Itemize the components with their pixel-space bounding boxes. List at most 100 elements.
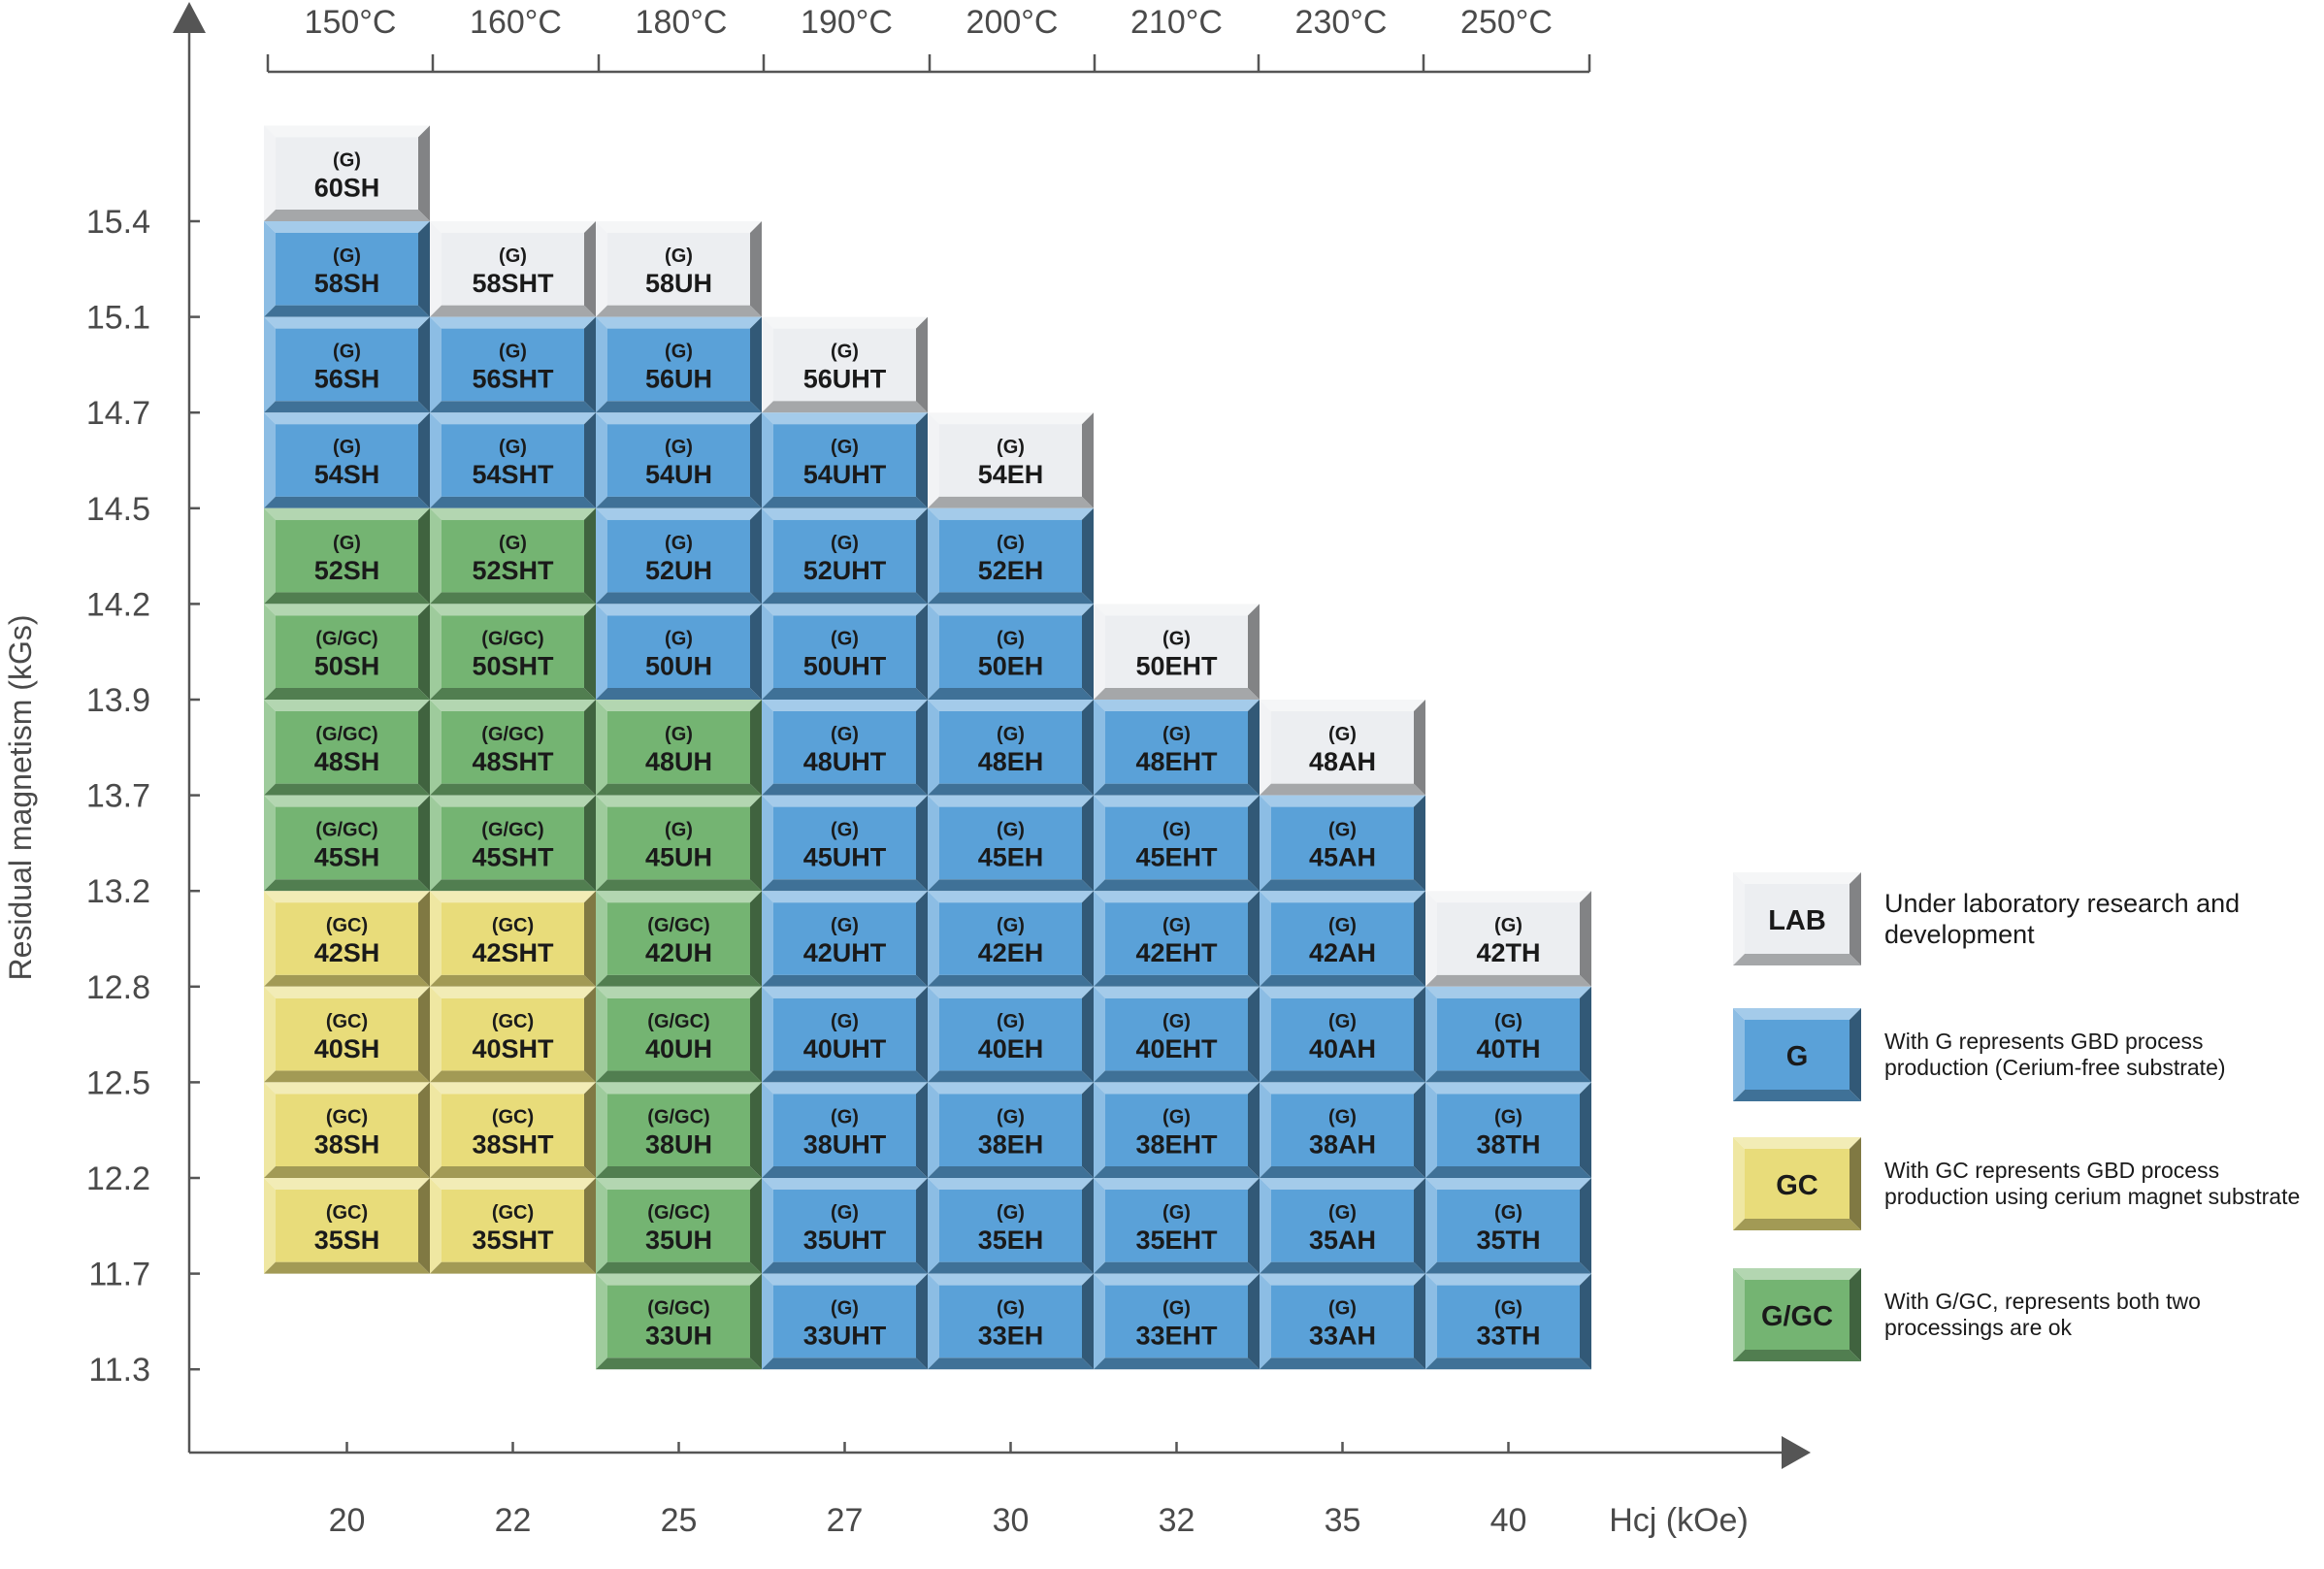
x-tick-label: 40 (1490, 1502, 1527, 1539)
block-face (773, 328, 916, 402)
grade-label: 38TH (1476, 1129, 1540, 1159)
block-bevel-right (584, 412, 596, 508)
block-bevel-top (596, 891, 762, 903)
grade-label: 40UHT (803, 1034, 887, 1063)
block-bevel-bottom (430, 1166, 596, 1178)
grade-process-label: (G) (1494, 915, 1522, 936)
grade-cell-40eh: (G)40EH (928, 986, 1094, 1083)
block-bevel-bottom (264, 592, 430, 605)
grade-cell-60sh: (G)60SH (264, 125, 430, 221)
block-bevel-right (418, 1082, 430, 1178)
block-bevel-right (1248, 700, 1260, 796)
block-face (773, 1190, 916, 1262)
block-bevel-right (750, 891, 762, 987)
block-face (276, 1094, 418, 1166)
legend-description-line: production using cerium magnet substrate (1884, 1184, 2300, 1209)
legend: LAB Under laboratory research anddevelopm… (1733, 872, 2300, 1361)
grade-cell-38th: (G)38TH (1425, 1082, 1591, 1178)
block-bevel-bottom (928, 974, 1094, 987)
grade-cell-48ah: (G)48AH (1260, 700, 1425, 796)
block-bevel-bottom (762, 1166, 928, 1178)
block-bevel-left (928, 1178, 939, 1274)
block-bevel-left (928, 700, 939, 796)
block-bevel-bottom (1094, 1357, 1260, 1370)
block-bevel-bottom (928, 879, 1094, 892)
grade-cell-48sh: (G/GC)48SH (264, 700, 430, 796)
grade-process-label: (G) (1162, 1106, 1191, 1128)
block-bevel-left (762, 604, 773, 700)
grade-cell-56uht: (G)56UHT (762, 316, 928, 413)
grade-cell-40th: (G)40TH (1425, 986, 1591, 1083)
grade-process-label: (G) (1162, 1298, 1191, 1320)
block-bevel-top (264, 412, 430, 425)
grade-label: 40SH (314, 1034, 380, 1063)
temperature-label: 180°C (636, 4, 728, 41)
grade-cell-54sh: (G)54SH (264, 412, 430, 508)
legend-description-line: Under laboratory research and (1884, 889, 2240, 918)
block-bevel-right (750, 986, 762, 1083)
block-bevel-right (418, 795, 430, 892)
block-bevel-top (928, 412, 1094, 425)
block-bevel-right (916, 1178, 928, 1274)
block-bevel-right (916, 507, 928, 605)
block-bevel-top (430, 891, 596, 903)
grade-cell-35sht: (GC)35SHT (430, 1178, 596, 1274)
block-bevel-right (1082, 604, 1094, 700)
block-bevel-bottom (264, 496, 430, 508)
block-face (607, 615, 750, 688)
grade-label: 42EHT (1135, 938, 1218, 967)
block-face (773, 1094, 916, 1166)
block-bevel-right (1414, 891, 1425, 987)
grade-process-label: (G) (997, 915, 1025, 936)
block-bevel-left (1094, 795, 1105, 892)
block-face (607, 328, 750, 402)
block-bevel-top (596, 795, 762, 807)
block-bevel-top (1425, 986, 1591, 998)
block-face (773, 1285, 916, 1358)
block-bevel-top (762, 700, 928, 711)
grade-cell-45uh: (G)45UH (596, 795, 762, 892)
grade-process-label: (G) (1328, 820, 1357, 841)
block-bevel-bottom (1733, 954, 1861, 965)
grade-label: 45EH (978, 843, 1044, 872)
block-bevel-right (1248, 1178, 1260, 1274)
grade-label: 56UHT (803, 365, 887, 394)
block-bevel-right (1082, 700, 1094, 796)
grade-label: 48EH (978, 747, 1044, 776)
grade-cell-42ah: (G)42AH (1260, 891, 1425, 987)
grade-process-label: (G/GC) (315, 628, 377, 649)
block-bevel-bottom (264, 783, 430, 796)
grade-label: 48UHT (803, 747, 887, 776)
grade-label: 50EH (978, 651, 1044, 680)
grade-process-label: (G) (997, 628, 1025, 649)
block-bevel-top (596, 1178, 762, 1190)
block-bevel-right (916, 795, 928, 892)
grade-cell-35th: (G)35TH (1425, 1178, 1591, 1274)
block-bevel-top (928, 1082, 1094, 1095)
block-bevel-top (1733, 1137, 1861, 1149)
block-bevel-right (1849, 872, 1861, 965)
grade-label: 38UH (645, 1129, 712, 1159)
block-face (607, 711, 750, 784)
grade-cell-38sht: (GC)38SHT (430, 1082, 596, 1178)
block-face (607, 1094, 750, 1166)
grade-cell-58uh: (G)58UH (596, 221, 762, 317)
block-face (607, 806, 750, 880)
x-axis-arrow (1782, 1436, 1811, 1469)
grade-cell-33uh: (G/GC)33UH (596, 1273, 762, 1370)
block-bevel-bottom (1425, 1261, 1591, 1274)
block-bevel-bottom (1094, 879, 1260, 892)
block-bevel-right (1849, 1137, 1861, 1230)
block-bevel-right (418, 986, 430, 1083)
grade-process-label: (G) (333, 245, 361, 267)
grade-label: 38UHT (803, 1129, 887, 1159)
grade-process-label: (G/GC) (647, 1202, 709, 1224)
block-bevel-right (750, 700, 762, 796)
grade-label: 33EH (978, 1322, 1044, 1351)
grade-cell-50eh: (G)50EH (928, 604, 1094, 700)
block-bevel-left (1733, 1008, 1745, 1101)
block-bevel-left (928, 1082, 939, 1178)
block-face (1437, 1094, 1580, 1166)
block-face (276, 519, 418, 593)
block-bevel-bottom (1094, 974, 1260, 987)
